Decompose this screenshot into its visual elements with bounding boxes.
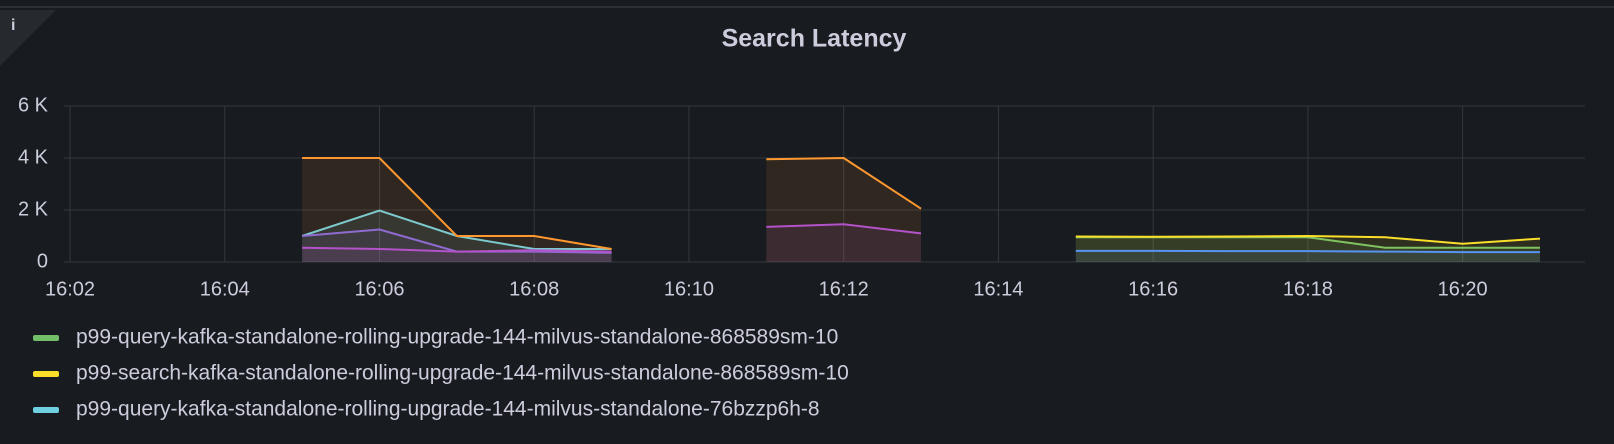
x-tick-label: 16:04 [200, 278, 250, 300]
x-tick-label: 16:14 [973, 278, 1023, 300]
y-tick-label: 6 K [18, 94, 49, 116]
y-tick-label: 0 [37, 250, 48, 272]
chart-title: Search Latency [722, 25, 907, 53]
legend-swatch [33, 371, 59, 377]
x-tick-label: 16:12 [819, 278, 869, 300]
series-line [302, 246, 612, 253]
y-tick-label: 4 K [18, 146, 49, 168]
area [766, 224, 922, 262]
legend-swatch [33, 335, 59, 341]
x-tick-label: 16:10 [664, 278, 714, 300]
series-line [1075, 234, 1541, 245]
x-tick-label: 16:08 [509, 278, 559, 300]
legend-label: p99-query-kafka-standalone-rolling-upgra… [76, 326, 838, 349]
info-corner[interactable] [0, 10, 56, 66]
x-tick-label: 16:18 [1283, 278, 1333, 300]
plot: 0 2 K 4 K 6 K 16:02 16:04 16:06 16:08 16:10 16:12… [18, 94, 1585, 421]
x-tick-label: 16:02 [45, 278, 95, 300]
series-line [302, 157, 612, 250]
area [1075, 236, 1540, 262]
y-tick-label: 2 K [18, 198, 49, 220]
x-tick-label: 16:06 [354, 278, 404, 300]
series-line [1075, 249, 1540, 254]
x-tick-label: 16:20 [1438, 278, 1488, 300]
area [302, 229, 612, 262]
series-line [766, 223, 922, 235]
info-icon[interactable]: i [11, 17, 15, 34]
area [1075, 250, 1540, 262]
series-line [766, 156, 922, 210]
area [1075, 237, 1540, 262]
x-tick-label: 16:16 [1128, 278, 1178, 300]
legend-label: p99-search-kafka-standalone-rolling-upgr… [76, 362, 849, 385]
legend-swatch [33, 407, 59, 413]
legend-label: p99-query-kafka-standalone-rolling-upgra… [76, 398, 820, 421]
